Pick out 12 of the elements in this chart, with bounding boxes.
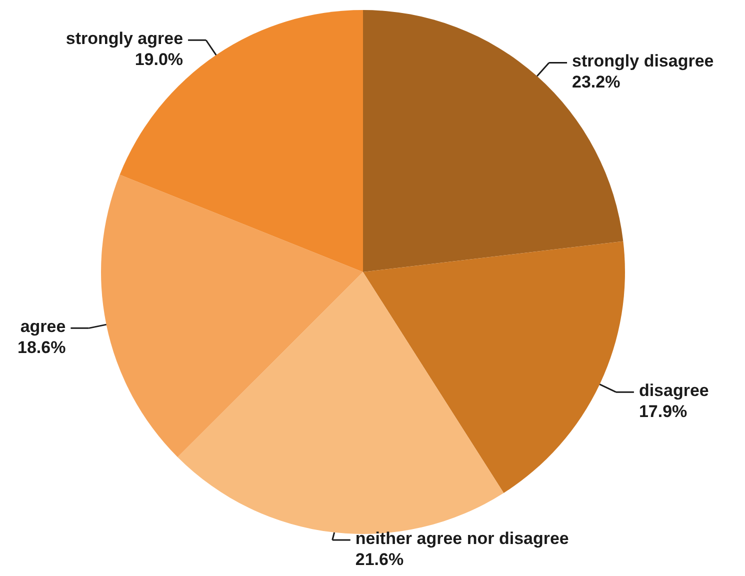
slice-label: agree	[20, 317, 66, 336]
slice-label: neither agree nor disagree	[355, 529, 569, 548]
data-label: 23.2%	[572, 72, 620, 92]
slice-label: strongly agree	[66, 29, 184, 48]
pie-slice	[363, 241, 625, 494]
data-label: 19.0%	[134, 50, 184, 70]
slice-label: disagree	[638, 381, 709, 400]
pie-slice	[101, 174, 363, 458]
data-label: 17.9%	[638, 402, 688, 422]
data-label: 21.6%	[355, 550, 404, 569]
slice-label: strongly disagree	[572, 52, 714, 71]
data-label: 18.6%	[17, 338, 66, 358]
